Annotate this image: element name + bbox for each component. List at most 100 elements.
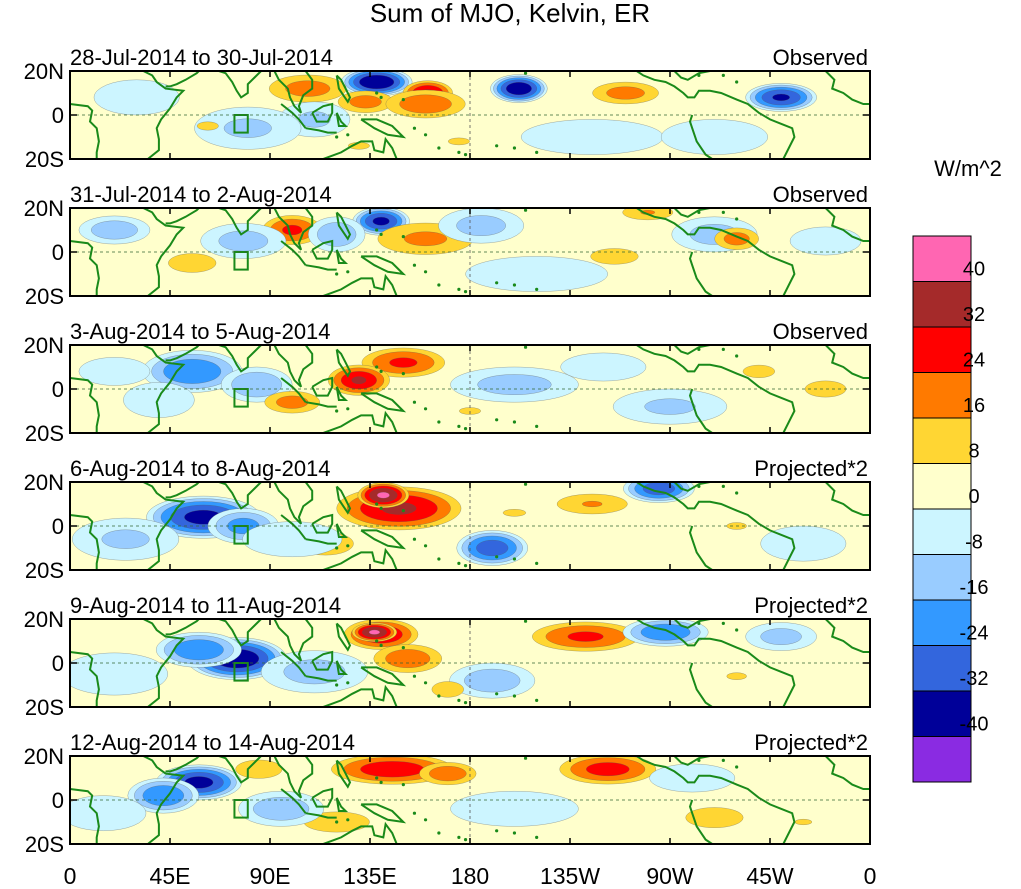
island <box>697 484 701 488</box>
island <box>735 80 739 84</box>
contour-band <box>477 374 552 395</box>
coastline <box>673 482 711 492</box>
panel-date-range: 6-Aug-2014 to 8-Aug-2014 <box>70 456 331 481</box>
contour-band <box>742 364 776 378</box>
colorbar-swatch <box>912 417 972 464</box>
island <box>412 126 417 130</box>
island <box>721 73 725 77</box>
coastline <box>824 756 870 790</box>
region-box <box>233 799 249 819</box>
contour-band <box>505 82 532 96</box>
island <box>423 407 428 411</box>
island <box>512 831 517 835</box>
coastline <box>273 756 314 799</box>
contour-band <box>359 74 395 90</box>
contour-band <box>101 529 150 549</box>
coastline <box>305 675 337 682</box>
island <box>495 555 499 559</box>
panel-date-range: 31-Jul-2014 to 2-Aug-2014 <box>70 182 332 207</box>
coastline <box>218 208 262 236</box>
island <box>379 506 383 510</box>
island <box>495 281 499 285</box>
contour-band <box>90 220 138 240</box>
coastline <box>335 249 349 264</box>
contour-band <box>403 231 448 247</box>
island <box>535 150 539 154</box>
colorbar-label: -32 <box>960 668 989 690</box>
colorbar-label: 40 <box>963 259 985 281</box>
island <box>735 354 739 358</box>
region-box <box>233 114 249 134</box>
coastline <box>273 345 314 388</box>
contour-band <box>70 652 168 696</box>
y-tick-label: 20S <box>25 695 64 720</box>
panel: 9-Aug-2014 to 11-Aug-2014 Projected*2 20N 0… <box>24 593 871 720</box>
island <box>346 544 350 548</box>
coastline <box>218 756 262 784</box>
coastline <box>280 377 307 403</box>
panel-date-range: 3-Aug-2014 to 5-Aug-2014 <box>70 319 331 344</box>
island <box>735 217 739 221</box>
coastline <box>335 759 352 789</box>
y-tick-label: 20S <box>25 284 64 309</box>
coastline <box>280 514 307 540</box>
contour-band <box>282 224 303 236</box>
island <box>457 835 461 839</box>
colorbar-swatch <box>912 736 972 783</box>
coastlines <box>70 482 870 570</box>
contour-band <box>456 215 506 236</box>
island <box>512 283 517 287</box>
island <box>512 146 517 150</box>
colorbar-swatch <box>912 372 972 419</box>
contour-band <box>465 256 608 292</box>
island <box>401 98 405 102</box>
panel: 3-Aug-2014 to 5-Aug-2014 Observed 20N 0 20S <box>24 319 871 446</box>
contour-band <box>590 248 639 265</box>
contour-band <box>174 639 224 661</box>
x-tick-label: 90E <box>250 863 291 889</box>
coastline <box>322 273 398 296</box>
contour-band <box>723 232 750 246</box>
contour-band <box>794 818 813 826</box>
contour-band <box>649 763 736 793</box>
coastline <box>280 651 307 677</box>
contour-band <box>349 95 382 109</box>
colorbar-label: -8 <box>965 532 983 554</box>
x-tick-label: 0 <box>64 863 77 889</box>
island <box>523 71 528 75</box>
island <box>735 491 739 495</box>
panel-field <box>70 756 870 844</box>
island <box>721 621 725 625</box>
colorbar-label: -16 <box>960 577 989 599</box>
coastline <box>305 127 337 134</box>
coastline <box>305 264 337 271</box>
island <box>401 235 405 239</box>
colorbar-label: -40 <box>960 714 989 736</box>
panel-status: Projected*2 <box>754 456 868 481</box>
coastline <box>335 523 349 538</box>
contour-band <box>235 759 283 779</box>
island <box>457 150 461 154</box>
contour-band <box>520 119 664 155</box>
island <box>375 365 379 369</box>
coastline <box>824 345 870 379</box>
coastline <box>142 619 186 707</box>
island <box>457 561 461 565</box>
island <box>423 681 428 685</box>
y-tick-label: 20S <box>25 558 64 583</box>
panel-field <box>70 619 870 707</box>
coastline <box>322 410 398 433</box>
coastline <box>360 529 407 550</box>
coastline <box>305 538 337 545</box>
contour-band <box>760 628 802 645</box>
coastlines <box>70 756 870 844</box>
island <box>401 646 405 650</box>
island <box>457 287 461 291</box>
contour-band <box>93 79 180 116</box>
coastline <box>142 482 186 570</box>
island <box>401 509 405 513</box>
contour-band <box>476 539 509 557</box>
coastline <box>360 255 407 276</box>
contour-band <box>789 226 862 256</box>
panel: 31-Jul-2014 to 2-Aug-2014 Observed 20N 0 20S <box>24 182 871 309</box>
